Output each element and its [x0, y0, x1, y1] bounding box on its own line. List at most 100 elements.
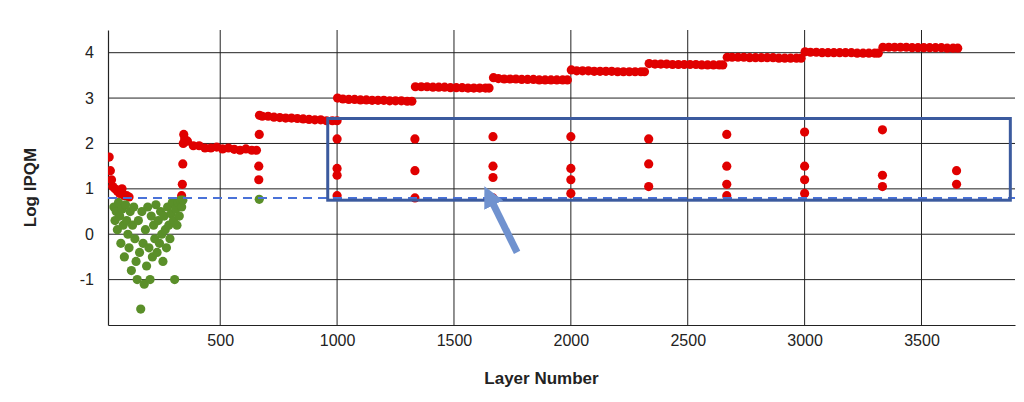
y-axis-title: Log IPQM: [21, 148, 40, 227]
point: [144, 243, 153, 252]
y-tick: 3: [85, 90, 108, 107]
point: [255, 130, 264, 139]
x-tick: 2500: [670, 325, 706, 349]
y-tick-label: 2: [85, 135, 94, 152]
y-tick-label: -1: [80, 271, 94, 288]
point: [644, 182, 653, 191]
chart: 500 1000 1500 2000 2500 3000 3500 -1 0 1 2 3 4 Layer …: [0, 0, 1024, 402]
point: [718, 60, 727, 69]
grid-line-y: [108, 279, 1015, 280]
point: [566, 164, 575, 173]
point: [175, 211, 184, 220]
x-tick: 500: [207, 325, 234, 349]
y-tick: 2: [85, 135, 108, 152]
point: [332, 134, 341, 143]
grid-line-y: [108, 143, 1015, 144]
point: [108, 152, 114, 161]
grid-line-y: [108, 234, 1015, 235]
y-tick: 1: [85, 180, 108, 197]
point: [722, 130, 731, 139]
point: [141, 225, 150, 234]
point: [800, 189, 809, 198]
point: [129, 202, 138, 211]
point: [407, 97, 416, 106]
y-tick-label: 0: [85, 226, 94, 243]
x-tick: 1000: [320, 325, 356, 349]
point: [134, 216, 143, 225]
point: [178, 180, 187, 189]
point: [484, 83, 493, 92]
series: [108, 43, 962, 203]
grid-line-x: [687, 30, 688, 325]
point: [952, 180, 961, 189]
x-tick-label: 2500: [670, 332, 706, 349]
point: [143, 202, 152, 211]
point: [722, 162, 731, 171]
point: [878, 125, 887, 134]
arrow: [489, 196, 517, 253]
point: [172, 221, 181, 230]
x-axis-title: Layer Number: [484, 369, 599, 388]
x-tick-label: 1000: [320, 332, 356, 349]
y-axis: -1 0 1 2 3 4: [80, 31, 109, 326]
grid-line-x: [921, 30, 922, 325]
x-tick: 1500: [437, 325, 473, 349]
point: [722, 180, 731, 189]
point: [566, 175, 575, 184]
x-tick: 2000: [554, 325, 590, 349]
y-tick: 0: [85, 226, 108, 243]
point: [116, 239, 125, 248]
point: [162, 243, 171, 252]
point: [488, 132, 497, 141]
point: [135, 248, 144, 257]
series: [109, 195, 264, 314]
x-tick-label: 500: [207, 332, 234, 349]
point: [488, 173, 497, 182]
point: [158, 257, 167, 266]
point: [131, 257, 140, 266]
threshold-line: [108, 197, 1015, 199]
point: [124, 243, 133, 252]
point: [165, 234, 174, 243]
point: [953, 44, 962, 53]
x-tick-label: 2000: [554, 332, 590, 349]
y-tick-label: 3: [85, 90, 94, 107]
point: [800, 175, 809, 184]
point: [488, 162, 497, 171]
plot-area: [108, 43, 1015, 314]
x-tick: 3500: [904, 325, 940, 349]
y-tick-label: 4: [85, 44, 94, 61]
x-axis: 500 1000 1500 2000 2500 3000 3500: [109, 325, 1016, 349]
y-tick: 4: [85, 44, 108, 61]
point: [252, 146, 261, 155]
y-tick: -1: [80, 271, 108, 288]
point: [145, 275, 154, 284]
highlight-box: [328, 119, 1011, 201]
point: [254, 162, 263, 171]
point: [254, 175, 263, 184]
point: [410, 166, 419, 175]
x-tick-label: 3000: [787, 332, 823, 349]
grid-line-y: [108, 98, 1015, 99]
x-tick-label: 1500: [437, 332, 473, 349]
grid-line-x: [220, 30, 221, 325]
point: [255, 195, 264, 204]
grid: [108, 30, 1015, 325]
point: [878, 171, 887, 180]
point: [566, 132, 575, 141]
point: [800, 162, 809, 171]
point: [800, 128, 809, 137]
point: [170, 275, 179, 284]
point: [108, 166, 115, 175]
point: [332, 164, 341, 173]
point: [640, 67, 649, 76]
y-tick-label: 1: [85, 180, 94, 197]
point: [878, 182, 887, 191]
point: [644, 159, 653, 168]
point: [178, 159, 187, 168]
point: [410, 134, 419, 143]
grid-line-x: [453, 30, 454, 325]
point: [120, 252, 129, 261]
point: [130, 234, 139, 243]
point: [136, 305, 145, 314]
